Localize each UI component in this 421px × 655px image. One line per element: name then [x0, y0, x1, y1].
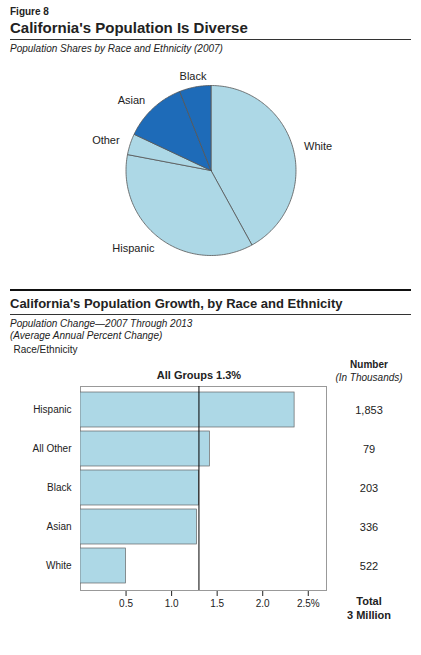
- svg-text:0.5: 0.5: [119, 598, 133, 609]
- html-text:Figure 8: Figure 8: [10, 6, 49, 17]
- svg-text:522: 522: [360, 560, 378, 572]
- svg-text:2.0: 2.0: [256, 598, 270, 609]
- svg-text:All Groups 1.3%: All Groups 1.3%: [157, 369, 242, 381]
- svg-text:1,853: 1,853: [355, 404, 383, 416]
- svg-text:Hispanic: Hispanic: [33, 404, 71, 415]
- html-text:Population Change—2007 Through: Population Change—2007 Through 2013: [10, 318, 193, 329]
- html-text:(Average Annual Percent Change: (Average Annual Percent Change): [10, 330, 163, 341]
- svg-text:Asian: Asian: [46, 521, 71, 532]
- svg-text:336: 336: [360, 521, 378, 533]
- svg-text:79: 79: [363, 443, 375, 455]
- svg-text:White: White: [304, 140, 332, 152]
- svg-text:203: 203: [360, 482, 378, 494]
- svg-text:All Other: All Other: [33, 443, 73, 454]
- svg-text:1.5: 1.5: [210, 598, 224, 609]
- svg-text:Number: Number: [350, 359, 388, 370]
- svg-text:Black: Black: [47, 482, 72, 493]
- html-text:Population Shares by Race and: Population Shares by Race and Ethnicity …: [10, 43, 223, 54]
- svg-text:1.0: 1.0: [165, 598, 179, 609]
- svg-text:(In Thousands): (In Thousands): [335, 372, 402, 383]
- html-text:California's Population Growth: California's Population Growth, by Race …: [10, 296, 343, 311]
- svg-text:Total: Total: [356, 595, 381, 607]
- svg-text:2.5%: 2.5%: [297, 598, 320, 609]
- svg-text:Hispanic: Hispanic: [112, 242, 155, 254]
- html-text:California's Population Is Div: California's Population Is Diverse: [10, 19, 248, 36]
- svg-text:Black: Black: [180, 70, 207, 82]
- svg-text:White: White: [46, 560, 72, 571]
- svg-text:Race/Ethnicity: Race/Ethnicity: [14, 344, 78, 355]
- svg-text:Other: Other: [92, 134, 120, 146]
- svg-text:Asian: Asian: [118, 94, 146, 106]
- svg-text:3 Million: 3 Million: [347, 609, 391, 621]
